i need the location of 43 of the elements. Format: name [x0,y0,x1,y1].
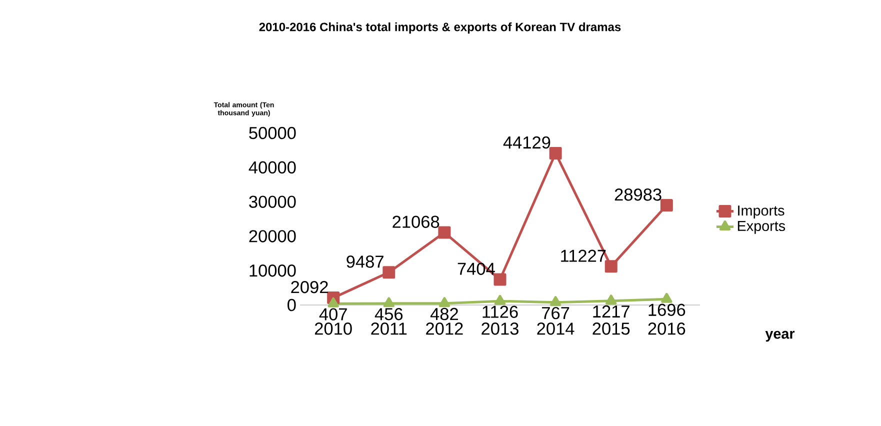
data-label: 11227 [561,250,606,262]
data-label: 9487 [346,256,384,268]
y-tick-label: 40000 [248,161,296,174]
x-axis-title: year [765,330,795,342]
data-label: 482 [430,308,458,320]
point [550,296,562,306]
x-tick-label: 2015 [592,322,630,335]
data-label: 44129 [503,136,550,149]
data-label: 2092 [291,280,328,294]
x-tick-label: 2012 [426,322,463,335]
y-tick-label: 20000 [249,230,296,242]
point [606,294,617,305]
y-tick-label: 0 [288,298,296,312]
data-label: 407 [319,308,347,320]
x-tick-label: 2010 [314,322,352,335]
data-label: 1217 [593,305,630,318]
data-label: 1696 [648,304,686,316]
x-tick-label: 2014 [537,322,574,335]
x-tick-label: 2011 [371,322,407,335]
y-tick-label: 10000 [250,264,296,277]
point [549,146,562,160]
point [383,297,394,308]
point [382,266,396,279]
legend-label: Imports [738,206,784,218]
point [438,226,451,239]
x-tick-label: 2016 [648,322,686,335]
legend-label: Exports [738,220,786,234]
point [438,297,450,308]
y-tick-label: 30000 [249,196,296,208]
point [494,294,506,305]
point [494,273,506,286]
data-label: 21068 [392,216,440,228]
data-label: 28983 [614,188,662,201]
data-label: 1126 [482,306,518,318]
point [660,199,673,212]
x-tick-label: 2013 [482,322,518,335]
data-label: 767 [542,306,570,320]
point [328,297,339,308]
point [661,292,672,303]
y-tick-label: 50000 [249,126,296,140]
data-label: 456 [374,308,403,320]
point [604,260,618,273]
chart-title: 2010-2016 China's total imports & exports of Korean TV dramas [259,22,621,34]
